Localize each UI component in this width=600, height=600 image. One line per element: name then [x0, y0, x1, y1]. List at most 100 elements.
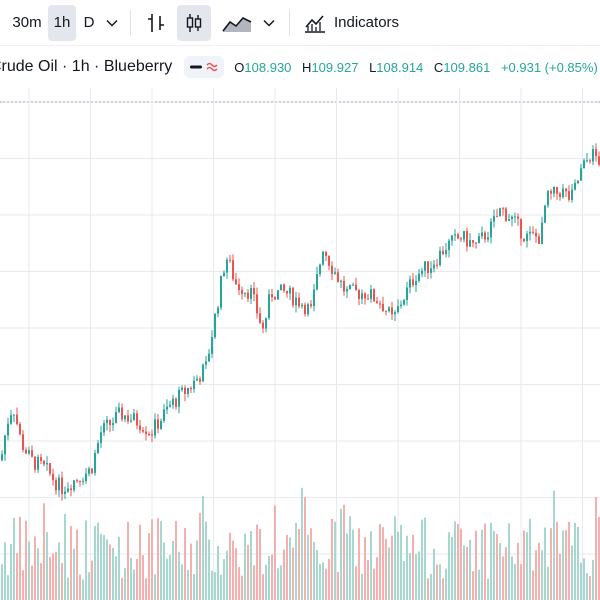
volume-bar — [328, 559, 330, 600]
volume-bar — [340, 508, 342, 600]
volume-bar — [298, 528, 300, 600]
volume-bar — [109, 544, 111, 600]
volume-bar — [595, 497, 597, 600]
candle-body — [97, 443, 99, 454]
volume-bar — [136, 558, 138, 600]
candle-body — [547, 191, 549, 206]
volume-bar — [580, 562, 582, 600]
chevron-down-icon[interactable] — [257, 5, 281, 41]
candle-body — [307, 304, 309, 315]
volume-bar — [181, 564, 183, 600]
volume-bar — [463, 545, 465, 600]
symbol-title[interactable]: Crude Oil · 1h · Blueberry — [0, 58, 173, 75]
candle-body — [112, 423, 114, 426]
hide-legend-icon[interactable] — [190, 64, 203, 70]
volume-bar — [139, 524, 141, 600]
candle-body — [418, 273, 420, 281]
candle-body — [22, 434, 24, 450]
volume-bar — [88, 572, 90, 600]
price-chart[interactable] — [0, 88, 600, 600]
volume-bar — [403, 560, 405, 600]
volume-bar — [334, 521, 336, 600]
low-label: L — [369, 59, 377, 75]
volume-bar — [514, 563, 516, 600]
candle-body — [334, 272, 336, 274]
interval-d-button[interactable]: D — [83, 14, 95, 31]
candlesticks — [1, 143, 600, 501]
volume-bar — [52, 553, 54, 600]
volume-bar — [43, 503, 45, 600]
open-label: O — [234, 59, 245, 75]
volume-bar — [286, 534, 288, 600]
chart-toolbar: 30m 1h D Indicators — [0, 0, 600, 46]
area-chart-icon[interactable] — [217, 5, 257, 41]
candle-body — [556, 186, 558, 194]
volume-bar — [235, 548, 237, 600]
candle-body — [247, 292, 249, 299]
candle-body — [574, 183, 576, 190]
volume-bar — [280, 565, 282, 600]
candle-body — [487, 237, 489, 240]
candle-body — [586, 160, 588, 162]
interval-1h-button[interactable]: 1h — [48, 4, 76, 41]
volume-bar — [46, 532, 48, 600]
candle-body — [175, 398, 177, 407]
candle-body — [376, 301, 378, 304]
bar-chart-type-icon[interactable] — [139, 5, 173, 41]
candle-body — [214, 313, 216, 338]
wave-icon[interactable] — [206, 62, 218, 72]
volume-bar — [130, 557, 132, 600]
volume-bars — [1, 487, 600, 600]
legend-controls[interactable] — [184, 56, 225, 78]
candle-body — [28, 450, 30, 454]
candle-body — [565, 188, 567, 192]
candle-body — [259, 313, 261, 323]
candle-body — [292, 287, 294, 306]
indicators-button[interactable]: Indicators — [298, 5, 405, 41]
candle-body — [10, 415, 12, 424]
volume-bar — [469, 539, 471, 600]
volume-bar — [349, 516, 351, 600]
volume-bar — [415, 554, 417, 600]
candle-body — [82, 481, 84, 483]
volume-bar — [145, 578, 147, 600]
volume-bar — [577, 526, 579, 600]
volume-bar — [364, 537, 366, 600]
candles-icon[interactable] — [177, 4, 211, 41]
candle-body — [220, 276, 222, 308]
candle-body — [397, 306, 399, 313]
volume-bar — [223, 559, 225, 600]
volume-bar — [571, 545, 573, 600]
volume-bar — [391, 535, 393, 600]
candle-body — [439, 250, 441, 266]
volume-bar — [598, 516, 600, 600]
toolbar-divider — [130, 9, 131, 36]
candle-body — [193, 380, 195, 390]
volume-bar — [28, 541, 30, 600]
candle-body — [577, 180, 579, 184]
close-label: C — [433, 59, 444, 75]
candle-body — [469, 240, 471, 247]
volume-bar — [337, 572, 339, 600]
volume-bar — [61, 563, 63, 600]
candle-body — [367, 298, 369, 300]
volume-bar — [154, 574, 156, 600]
volume-bar — [445, 568, 447, 600]
volume-bar — [202, 495, 204, 600]
high-value: 109.927 — [311, 59, 359, 75]
volume-bar — [121, 577, 123, 600]
volume-bar — [352, 529, 354, 600]
candle-body — [148, 434, 150, 436]
candle-body — [400, 304, 402, 307]
candle-body — [346, 289, 348, 292]
high-label: H — [302, 59, 312, 75]
candle-body — [79, 480, 81, 483]
volume-bar — [439, 564, 441, 600]
change-value: +0.931 (+0.85%) — [500, 59, 598, 75]
volume-bar — [133, 569, 135, 600]
volume-bar — [169, 555, 171, 600]
candle-body — [142, 430, 144, 432]
volume-bar — [382, 527, 384, 600]
chevron-down-icon[interactable] — [102, 5, 122, 41]
interval-30m-button[interactable]: 30m — [12, 14, 42, 31]
